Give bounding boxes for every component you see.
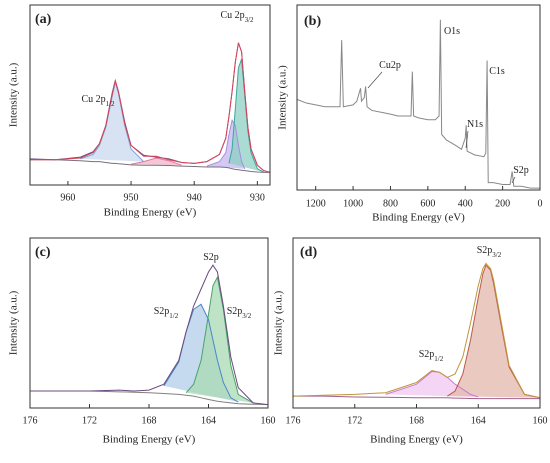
annotation: S2p3/2 — [227, 306, 252, 319]
annotation-text: S2p — [513, 165, 529, 176]
annotation-sub: 1/2 — [434, 355, 443, 363]
spectrum-line — [293, 395, 540, 400]
annotation-sub: 3/2 — [245, 16, 254, 24]
spectrum-line — [30, 42, 271, 173]
spectrum-line — [296, 19, 540, 189]
annotation: S2p — [513, 165, 529, 176]
annotation-text: S2p — [419, 349, 435, 360]
annotation: S2p1/2 — [419, 349, 444, 362]
spectrum-line — [130, 157, 182, 166]
y-axis-label: Intensity (a.u.) — [273, 290, 285, 355]
x-tick-label: 176 — [286, 415, 301, 426]
annotation: Cu2p — [379, 60, 401, 71]
annotation: Cu 2p3/2 — [220, 10, 254, 23]
annotation: S2p1/2 — [154, 306, 179, 319]
annotation: C1s — [489, 66, 505, 77]
plot-frame — [29, 4, 271, 186]
plot-frame — [296, 4, 541, 191]
x-tick-label: 200 — [495, 198, 510, 209]
spectrum-line — [30, 390, 269, 406]
x-tick-label: 168 — [142, 415, 157, 426]
annotation-text: S2p — [154, 306, 170, 317]
x-tick-label: 172 — [347, 415, 362, 426]
panel-label: (a) — [35, 12, 52, 27]
x-tick-label: 800 — [383, 198, 398, 209]
x-axis-label: Binding Energy (eV) — [103, 434, 196, 446]
component-fill — [186, 277, 254, 403]
y-axis-label: Intensity (a.u.) — [277, 65, 289, 130]
annotation-text: Cu2p — [379, 60, 401, 71]
x-tick-label: 950 — [124, 192, 139, 203]
x-tick-label: 176 — [23, 415, 38, 426]
leader-line — [367, 71, 383, 89]
leader-line — [465, 130, 469, 149]
annotation-text: C1s — [489, 66, 505, 77]
x-tick-label: 168 — [409, 415, 424, 426]
component-fill — [447, 265, 540, 398]
component-fill — [131, 158, 182, 166]
panel-label: (d) — [300, 245, 317, 260]
annotation-sub: 3/2 — [492, 251, 501, 259]
x-axis-label: Binding Energy (eV) — [372, 212, 465, 224]
annotation-text: O1s — [444, 26, 460, 37]
annotation-text: S2p — [477, 245, 493, 256]
x-tick-label: 1000 — [343, 198, 363, 209]
spectrum-line — [447, 264, 541, 399]
spectrum-line — [30, 264, 269, 406]
x-tick-label: 960 — [60, 192, 75, 203]
y-axis-label: Intensity (a.u.) — [8, 290, 20, 355]
x-tick-label: 172 — [82, 415, 97, 426]
annotation-text: S2p — [227, 306, 243, 317]
annotation: Cu 2p1/2 — [81, 94, 115, 107]
annotation: O1s — [444, 26, 460, 37]
y-axis-label: Intensity (a.u.) — [8, 62, 20, 127]
annotation-text: N1s — [467, 119, 483, 130]
spectrum-line — [185, 275, 254, 404]
panel-label: (c) — [35, 245, 51, 260]
component-fill — [80, 82, 144, 162]
x-axis-label: Binding Energy (eV) — [104, 207, 197, 219]
x-tick-label: 600 — [420, 198, 435, 209]
annotation: N1s — [467, 119, 483, 130]
spectrum-line — [206, 118, 246, 170]
x-axis-label: Binding Energy (eV) — [370, 434, 463, 446]
x-tick-label: 400 — [458, 198, 473, 209]
leader-line — [511, 176, 516, 184]
x-tick-label: 940 — [187, 192, 202, 203]
annotation: S2p — [203, 252, 219, 263]
spectrum-line — [30, 159, 270, 173]
annotation: S2p3/2 — [477, 245, 502, 258]
annotation-text: Cu 2p — [220, 10, 244, 21]
panel-label: (b) — [304, 14, 321, 29]
x-tick-label: 0 — [538, 198, 543, 209]
x-tick-label: 164 — [201, 415, 216, 426]
x-tick-label: 1200 — [306, 198, 326, 209]
x-tick-label: 160 — [261, 415, 276, 426]
spectrum-line — [292, 262, 541, 399]
x-tick-label: 164 — [471, 415, 486, 426]
x-tick-label: 930 — [250, 192, 265, 203]
x-tick-label: 160 — [533, 415, 548, 426]
annotation-text: S2p — [203, 252, 219, 263]
annotation-sub: 3/2 — [242, 312, 251, 320]
annotation-text: Cu 2p — [81, 94, 105, 105]
annotation-sub: 1/2 — [169, 312, 178, 320]
annotation-sub: 1/2 — [106, 100, 115, 108]
